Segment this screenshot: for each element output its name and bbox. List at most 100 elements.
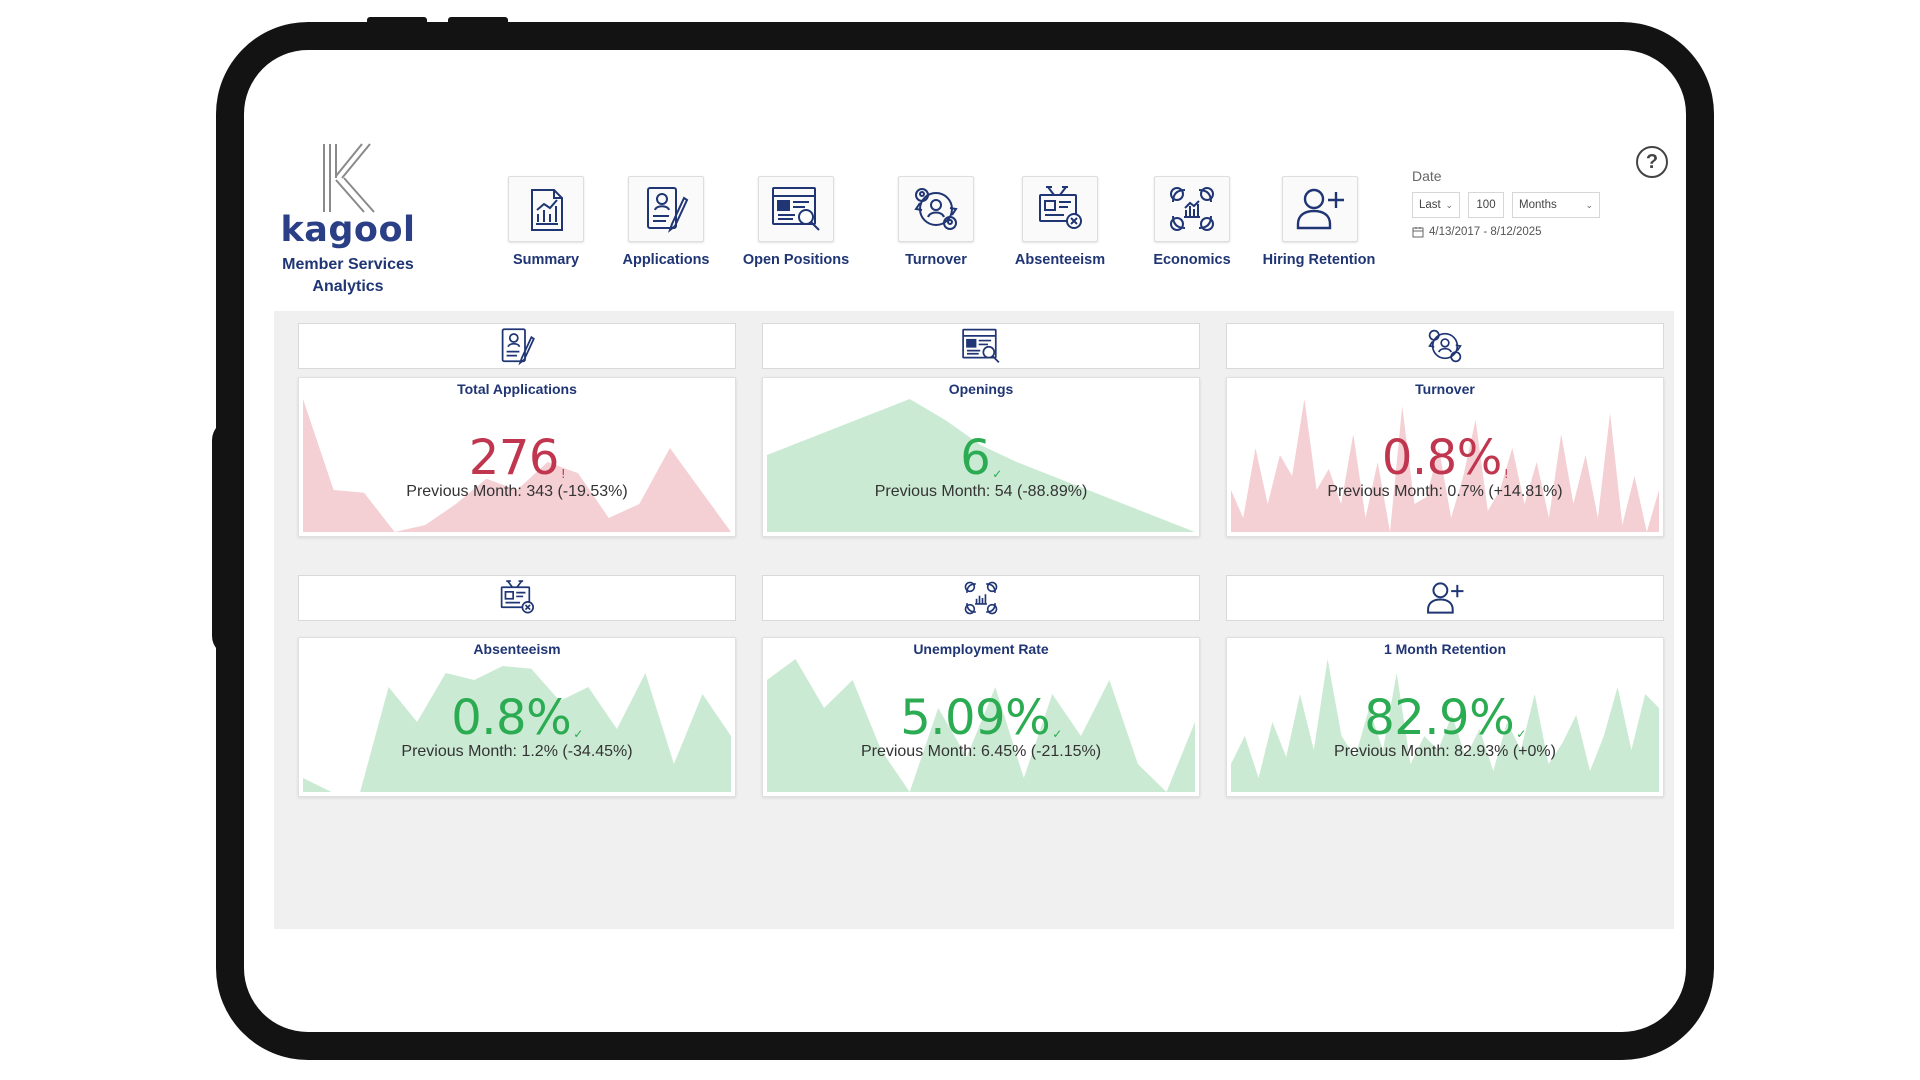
card-title: Unemployment Rate <box>913 641 1049 657</box>
card-title: Absenteeism <box>473 641 561 657</box>
unemployment-rate-trend-chart <box>767 659 1195 792</box>
date-filter: Date Last ⌄ 100 Months ⌄ 4/13/2017 - 8/1… <box>1412 168 1632 238</box>
trend-area <box>303 666 731 792</box>
card-title: Openings <box>948 381 1014 397</box>
trend-area <box>1231 399 1659 532</box>
card-previous-month: Previous Month: 82.93% (+0%) <box>1334 743 1556 760</box>
check-icon: ✓ <box>992 467 1002 481</box>
card-value: 0.8%! <box>1227 430 1663 486</box>
card-title: 1 Month Retention <box>1383 641 1507 657</box>
card-value: 0.8% ✓ <box>299 690 735 746</box>
date-unit-value: Months <box>1519 199 1557 211</box>
tablet-power-button <box>448 17 508 24</box>
chevron-down-icon: ⌄ <box>1585 199 1593 210</box>
card-title: Turnover <box>1415 381 1475 397</box>
nav-economics-label: Economics <box>1153 252 1231 268</box>
card-previous-month: Previous Month: 6.45% (-21.15%) <box>860 743 1102 760</box>
economics-icon <box>964 581 998 615</box>
card-previous-month: Previous Month: 54 (-88.89%) <box>874 483 1088 500</box>
hiring-retention-icon <box>1427 582 1464 614</box>
date-range: 4/13/2017 - 8/12/2025 <box>1412 226 1632 238</box>
open-positions-icon <box>962 328 1000 363</box>
date-unit-select[interactable]: Months ⌄ <box>1512 192 1600 218</box>
card-value-text: 0.8% <box>451 690 572 746</box>
app-subtitle: Member Services Analytics <box>278 254 418 298</box>
card-value-text: 6 <box>960 430 991 486</box>
app-subtitle-line1: Member Services <box>282 256 414 273</box>
card-value-text: 82.9% <box>1364 690 1515 746</box>
card-title: Total Applications <box>457 381 577 397</box>
tablet-screen: kagool Member Services Analytics Summary <box>244 50 1686 1032</box>
absenteeism-card[interactable]: Absenteeism 0.8% ✓ Previous Month: 1.2% (… <box>298 637 736 797</box>
absenteeism-icon <box>1039 186 1082 229</box>
applications-section-header[interactable] <box>298 323 736 369</box>
nav-hiring-retention-button[interactable] <box>1282 176 1358 242</box>
card-previous-month: Previous Month: 343 (-19.53%) <box>406 483 628 500</box>
card-value-text: 5.09% <box>900 690 1051 746</box>
open-positions-icon <box>772 187 820 231</box>
hiring-retention-icon <box>1296 188 1344 230</box>
date-filter-label: Date <box>1412 168 1442 184</box>
absenteeism-trend-chart <box>303 666 731 792</box>
total-applications-trend-chart <box>303 399 731 532</box>
alert-icon: ! <box>1503 467 1509 481</box>
absenteeism-icon <box>500 580 534 614</box>
alert-icon: ! <box>560 467 566 481</box>
nav-applications-button[interactable] <box>628 176 704 242</box>
card-value-text: 276 <box>468 430 560 486</box>
chevron-down-icon: ⌄ <box>1445 199 1453 210</box>
openings-card[interactable]: Openings 6 ✓ Previous Month: 54 (-88.89%) <box>762 377 1200 537</box>
turnover-section-header[interactable] <box>1226 323 1664 369</box>
trend-area <box>767 659 1195 792</box>
nav-turnover-button[interactable] <box>898 176 974 242</box>
card-value: 5.09% ✓ <box>763 690 1199 746</box>
calendar-icon <box>1412 227 1424 238</box>
date-mode-select[interactable]: Last ⌄ <box>1412 192 1460 218</box>
date-count-value: 100 <box>1476 199 1496 211</box>
economics-section-header[interactable] <box>762 575 1200 621</box>
turnover-card[interactable]: Turnover 0.8%! Previous Month: 0.7% (+14… <box>1226 377 1664 537</box>
nav-open-positions-button[interactable] <box>758 176 834 242</box>
turnover-icon <box>914 188 958 230</box>
nav-absenteeism-label: Absenteeism <box>1014 252 1106 268</box>
applications-icon <box>501 328 535 366</box>
card-value: 276! <box>299 430 735 486</box>
one-month-retention-card[interactable]: 1 Month Retention 82.9% ✓ Previous Month:… <box>1226 637 1664 797</box>
card-previous-month: Previous Month: 1.2% (-34.45%) <box>401 743 633 760</box>
card-value: 82.9% ✓ <box>1227 690 1663 746</box>
date-mode-value: Last <box>1419 199 1441 211</box>
absenteeism-section-header[interactable] <box>298 575 736 621</box>
help-button[interactable]: ? <box>1636 146 1668 178</box>
trend-area <box>1231 659 1659 792</box>
check-icon: ✓ <box>1052 727 1062 741</box>
nav-applications-label: Applications <box>622 252 710 268</box>
summary-report-icon <box>531 189 563 231</box>
openings-trend-chart <box>767 399 1195 532</box>
trend-area <box>303 399 731 532</box>
card-value-text: 0.8% <box>1381 430 1502 486</box>
nav-summary-label: Summary <box>512 252 580 268</box>
turnover-icon <box>1428 329 1462 363</box>
nav-absenteeism-button[interactable] <box>1022 176 1098 242</box>
hiring-retention-section-header[interactable] <box>1226 575 1664 621</box>
kagool-k-logo-icon <box>323 143 375 213</box>
brand-logo: kagool Member Services Analytics <box>278 142 418 298</box>
nav-open-positions-label: Open Positions <box>742 252 850 268</box>
total-applications-card[interactable]: Total Applications 276! Previous Month: … <box>298 377 736 537</box>
turnover-trend-chart <box>1231 399 1659 532</box>
check-icon: ✓ <box>1516 727 1526 741</box>
one-month-retention-trend-chart <box>1231 659 1659 792</box>
date-count-input[interactable]: 100 <box>1468 192 1504 218</box>
open-positions-section-header[interactable] <box>762 323 1200 369</box>
nav-summary-button[interactable] <box>508 176 584 242</box>
date-range-text: 4/13/2017 - 8/12/2025 <box>1429 226 1542 238</box>
nav-economics-button[interactable] <box>1154 176 1230 242</box>
card-value: 6 ✓ <box>763 430 1199 486</box>
unemployment-rate-card[interactable]: Unemployment Rate 5.09% ✓ Previous Month:… <box>762 637 1200 797</box>
economics-icon <box>1170 187 1214 231</box>
applications-icon <box>647 187 689 233</box>
app-subtitle-line2: Analytics <box>312 278 384 295</box>
dashboard-panel: Total Applications 276! Previous Month: … <box>274 311 1674 929</box>
nav-turnover-label: Turnover <box>905 252 967 268</box>
card-previous-month: Previous Month: 0.7% (+14.81%) <box>1327 483 1563 500</box>
